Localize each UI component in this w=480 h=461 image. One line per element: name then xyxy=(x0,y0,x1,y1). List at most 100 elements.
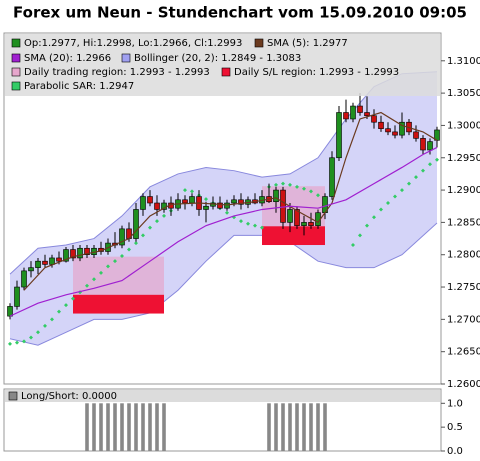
sar-dot xyxy=(288,182,292,187)
long-short-bar xyxy=(120,403,124,451)
sar-dot xyxy=(386,201,390,206)
sar-dot xyxy=(85,283,89,288)
sar-dot xyxy=(71,296,75,301)
y-tick-label: 1.3050 xyxy=(447,88,480,99)
sar-dot xyxy=(358,233,362,238)
sar-dot xyxy=(414,175,418,180)
sar-dot xyxy=(295,184,299,189)
candle-body xyxy=(420,138,426,151)
legend-label: Daily trading region: 1.2993 - 1.2993 xyxy=(24,67,210,78)
bollinger-lower xyxy=(9,222,438,346)
long-short-bar xyxy=(316,403,320,451)
candle-body xyxy=(182,199,188,204)
legend-label: Op:1.2977, Hi:1.2998, Lo:1.2966, Cl:1.29… xyxy=(24,38,242,49)
candle-body xyxy=(77,247,83,259)
chart-title: Forex um Neun - Stundenchart vom 15.09.2… xyxy=(13,4,467,22)
candle-body xyxy=(231,199,237,204)
candle-body xyxy=(238,199,244,205)
candle-body xyxy=(378,121,384,129)
y-tick-label: 1.2900 xyxy=(447,185,480,196)
candle-body xyxy=(329,157,335,197)
trading-region xyxy=(73,256,164,295)
sar-dot xyxy=(281,181,285,186)
long-short-bar xyxy=(274,403,278,451)
long-short-bar xyxy=(113,403,117,451)
candle-body xyxy=(14,286,20,307)
sma-line xyxy=(9,146,438,317)
legend-swatch xyxy=(8,391,18,401)
sar-dot xyxy=(190,189,194,194)
candle-body xyxy=(364,112,370,117)
candle-body xyxy=(147,196,153,204)
sar-dot xyxy=(15,340,19,345)
candle-body xyxy=(399,121,405,136)
legend-swatch xyxy=(221,67,231,77)
sar-dot xyxy=(365,223,369,228)
sar-dot xyxy=(99,270,103,275)
sar-dot xyxy=(43,323,47,328)
sar-dot xyxy=(50,317,54,322)
y-tick-label: 1.2750 xyxy=(447,282,480,293)
y-tick-label: 1.2600 xyxy=(447,379,480,390)
candle-body xyxy=(287,209,293,223)
sar-dot xyxy=(141,233,145,238)
legend-label: SMA (20): 1.2966 xyxy=(24,53,111,64)
sar-dot xyxy=(302,186,306,191)
sar-dot xyxy=(274,182,278,187)
long-short-bar xyxy=(85,403,89,451)
candle-body xyxy=(133,209,139,239)
sar-dot xyxy=(239,219,243,224)
long-short-bar xyxy=(106,403,110,451)
sl-region xyxy=(73,294,164,314)
legend-swatch xyxy=(11,67,21,77)
long-short-bar xyxy=(155,403,159,451)
y-tick-label: 1.2700 xyxy=(447,314,480,325)
candle-body xyxy=(35,260,41,268)
candle-body xyxy=(70,249,76,259)
legend-label: Parabolic SAR: 1.2947 xyxy=(24,81,134,92)
long-short-bar xyxy=(148,403,152,451)
sar-dot xyxy=(22,339,26,344)
legend-swatch xyxy=(254,38,264,48)
candle-body xyxy=(63,249,69,262)
sar-dot xyxy=(379,207,383,212)
legend-label: Daily S/L region: 1.2993 - 1.2993 xyxy=(234,67,399,78)
sar-dot xyxy=(316,193,320,198)
candle-body xyxy=(56,257,62,262)
y-tick-label: 1.2650 xyxy=(447,347,480,358)
candle-body xyxy=(294,209,300,226)
sar-dot xyxy=(253,223,257,228)
sar-dot xyxy=(64,303,68,308)
sar-dot xyxy=(246,221,250,226)
legend-label: Bollinger (20, 2): 1.2849 - 1.3083 xyxy=(134,53,301,64)
candle-body xyxy=(28,267,34,272)
sar-dot xyxy=(421,168,425,173)
candle-body xyxy=(413,131,419,139)
candle-body xyxy=(343,112,349,120)
lower-legend-background xyxy=(5,390,440,402)
sar-dot xyxy=(393,194,397,199)
candle-body xyxy=(154,202,160,210)
long-short-bar xyxy=(92,403,96,451)
y-tick-label: 1.2800 xyxy=(447,250,480,261)
sar-dot xyxy=(134,241,138,246)
candle-body xyxy=(280,189,286,223)
sar-dot xyxy=(372,215,376,220)
y-tick-label: 1.2850 xyxy=(447,217,480,228)
long-short-bar xyxy=(309,403,313,451)
long-short-bar xyxy=(281,403,285,451)
legend-swatch xyxy=(11,38,21,48)
sar-dot xyxy=(204,197,208,202)
sar-dot xyxy=(113,259,117,264)
sar-dot xyxy=(435,157,439,162)
legend-swatch xyxy=(121,53,131,63)
long-short-bar xyxy=(295,403,299,451)
candle-body xyxy=(224,202,230,209)
long-short-bar xyxy=(141,403,145,451)
sar-dot xyxy=(148,225,152,230)
candle-body xyxy=(350,105,356,120)
sar-dot xyxy=(57,309,61,314)
long-short-bar xyxy=(99,403,103,451)
y-tick-label: 1.3000 xyxy=(447,120,480,131)
legend-label: SMA (5): 1.2977 xyxy=(267,38,348,49)
